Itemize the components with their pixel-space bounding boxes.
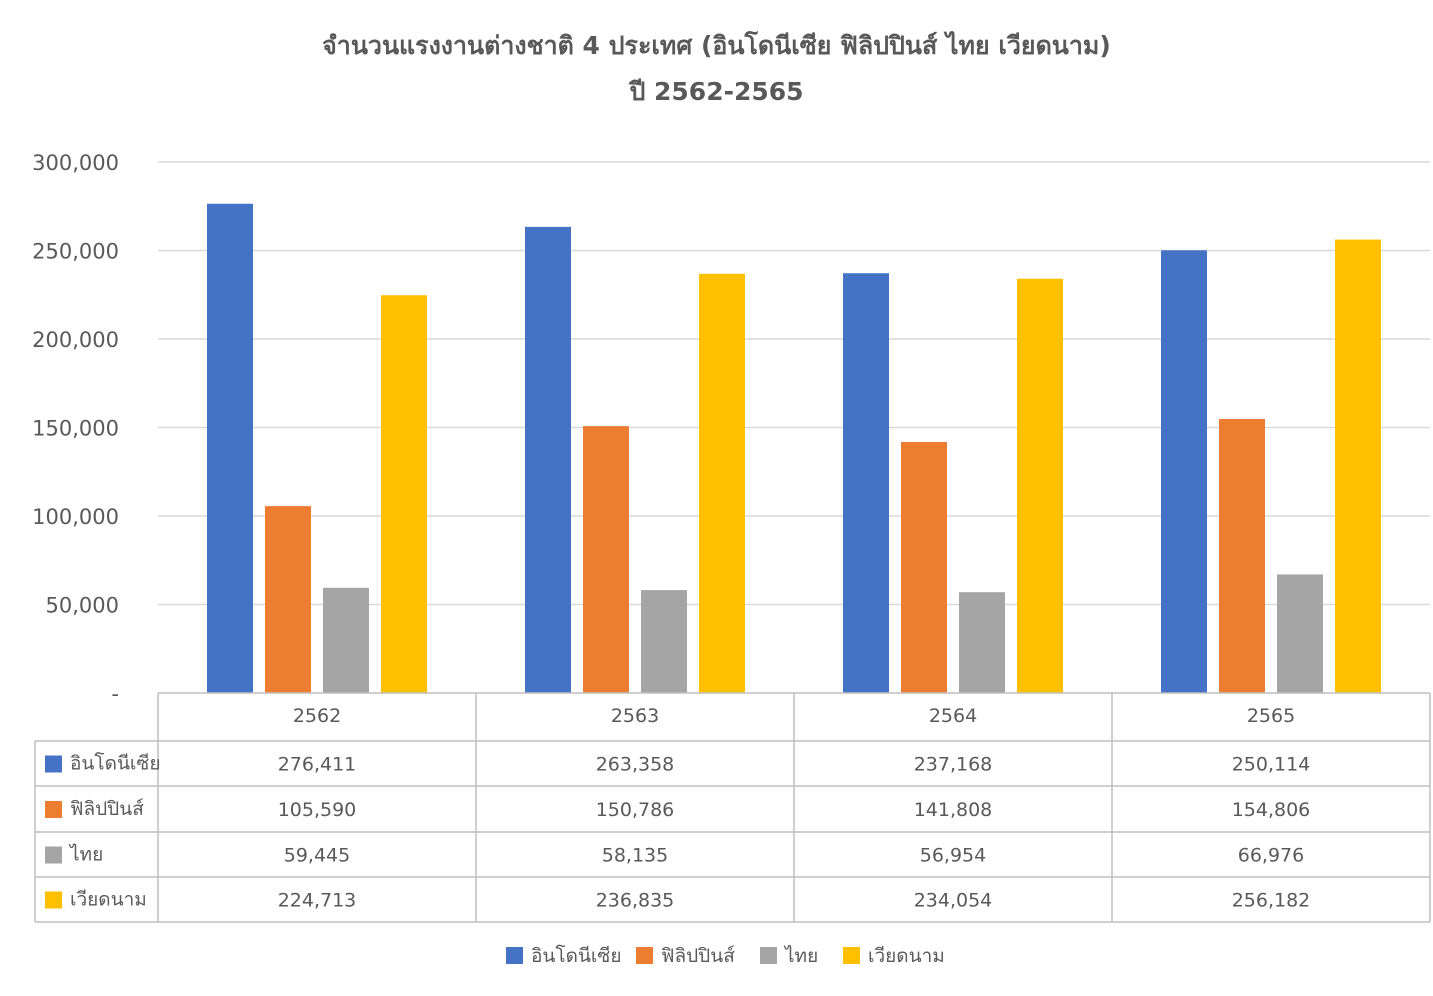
table-legend-key — [45, 755, 62, 773]
bar — [583, 426, 629, 693]
bar — [1161, 250, 1207, 693]
x-tick-label: 2562 — [293, 705, 341, 727]
bar — [901, 441, 947, 693]
table-row-label: ไทย — [68, 844, 103, 866]
y-tick-label: 100,000 — [32, 505, 119, 529]
data-label: 256,182 — [1232, 890, 1311, 912]
x-tick-label: 2565 — [1247, 705, 1295, 727]
x-tick-label: 2563 — [611, 705, 659, 727]
x-tick-label: 2564 — [929, 705, 977, 727]
bar — [1335, 239, 1381, 693]
legend-swatch — [506, 947, 523, 964]
table-row-label: เวียดนาม — [70, 889, 147, 911]
data-label: 276,411 — [278, 754, 357, 776]
data-label: 105,590 — [278, 799, 357, 821]
legend-swatch — [760, 947, 777, 964]
y-tick-label: 50,000 — [46, 594, 119, 618]
data-label: 224,713 — [278, 890, 357, 912]
bar — [1017, 278, 1063, 693]
legend-label: อินโดนีเซีย — [531, 944, 621, 967]
data-label: 58,135 — [602, 845, 668, 867]
legend-label: ฟิลิปปินส์ — [661, 945, 735, 967]
data-label: 263,358 — [596, 754, 675, 776]
bar — [843, 273, 889, 693]
bar — [381, 295, 427, 693]
chart-subtitle: ปี 2562-2565 — [629, 77, 804, 106]
y-tick-label: 250,000 — [32, 240, 119, 264]
data-label: 56,954 — [920, 845, 986, 867]
table-row-label: ฟิลิปปินส์ — [70, 798, 144, 820]
data-label: 234,054 — [914, 890, 993, 912]
bar — [525, 226, 571, 694]
data-label: 237,168 — [914, 754, 993, 776]
y-tick-label: 200,000 — [32, 328, 119, 352]
data-label: 150,786 — [596, 799, 675, 821]
bar — [265, 506, 311, 693]
data-label: 59,445 — [284, 845, 350, 867]
bar — [207, 203, 253, 693]
y-tick-label: 300,000 — [32, 151, 119, 175]
legend-label: ไทย — [783, 945, 818, 967]
data-label: 250,114 — [1232, 754, 1311, 776]
table-legend-key — [45, 801, 62, 818]
chart-title: จำนวนแรงงานต่างชาติ 4 ประเทศ (อินโดนีเซี… — [322, 31, 1111, 60]
data-label: 236,835 — [596, 890, 675, 912]
y-tick-label: - — [111, 682, 119, 706]
bar — [1219, 418, 1265, 693]
bar — [699, 273, 745, 693]
table-legend-key — [45, 846, 62, 864]
bar — [641, 590, 687, 693]
data-label: 141,808 — [914, 799, 993, 821]
table-legend-key — [45, 891, 62, 909]
legend-label: เวียดนาม — [868, 945, 945, 967]
legend-swatch — [636, 947, 653, 964]
bar — [1277, 574, 1323, 693]
legend-swatch — [843, 947, 860, 964]
y-tick-label: 150,000 — [32, 417, 119, 441]
data-label: 66,976 — [1238, 845, 1304, 867]
data-label: 154,806 — [1232, 799, 1311, 821]
bar — [959, 592, 1005, 693]
table-row-label: อินโดนีเซีย — [70, 752, 160, 775]
bar — [323, 587, 369, 693]
